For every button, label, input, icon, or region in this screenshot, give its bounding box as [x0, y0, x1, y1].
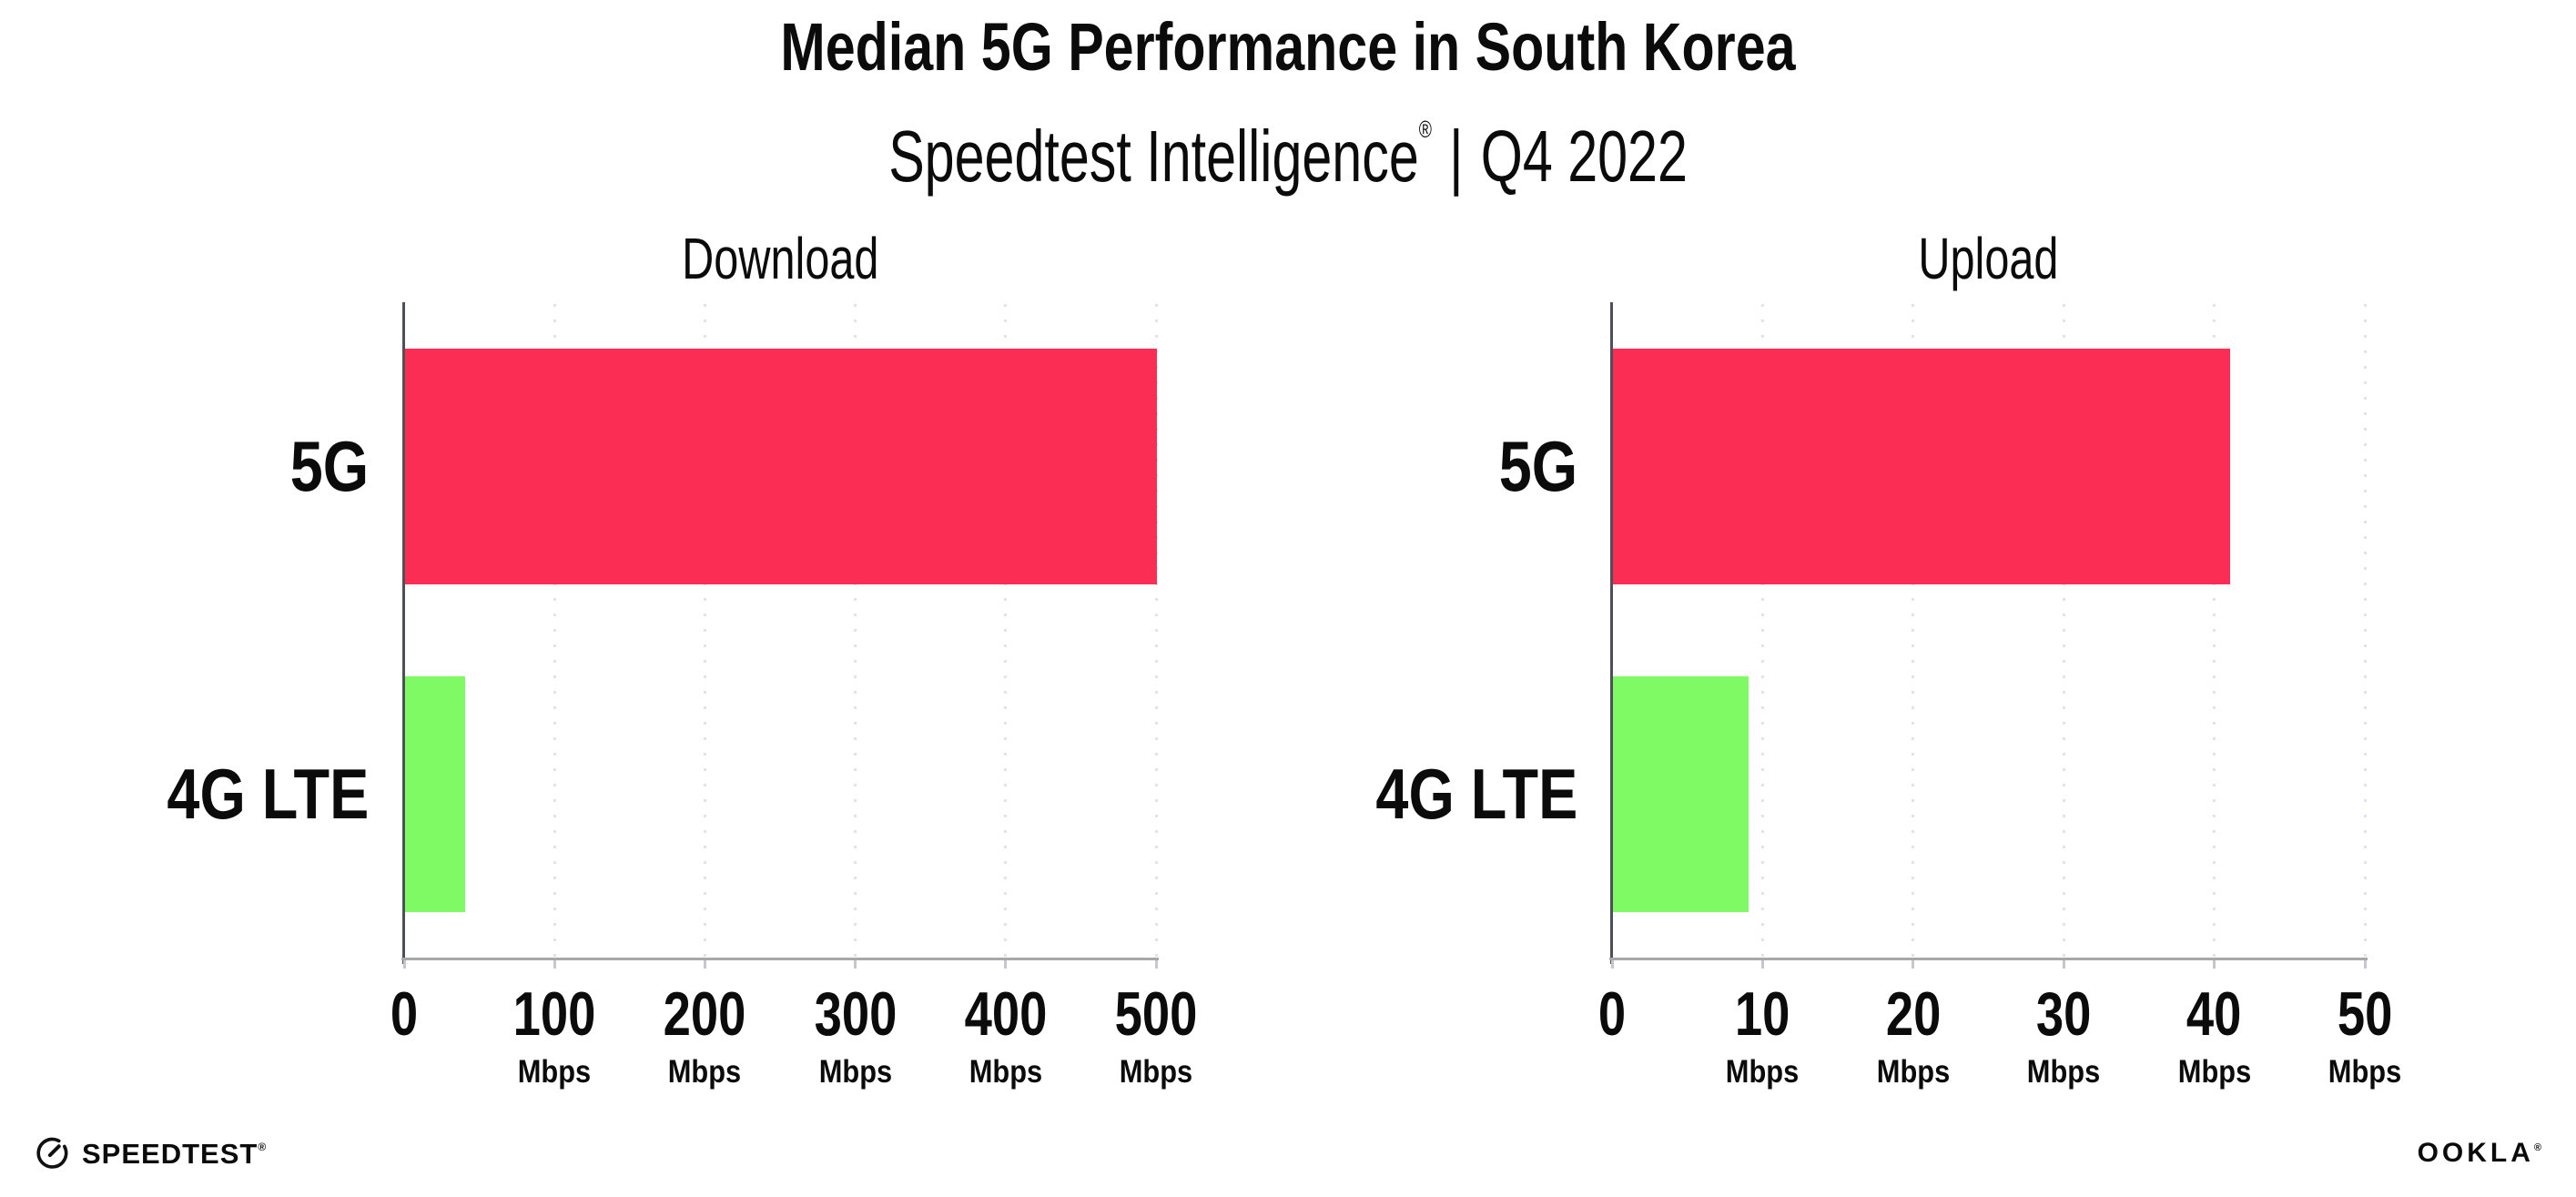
x-tick-unit: Mbps [2177, 1054, 2251, 1090]
category-label-5g: 5G [1498, 426, 1577, 506]
axis-tickmark-0 [1610, 960, 1614, 969]
x-tick-label-0: 0 [1595, 983, 1629, 1045]
x-axis-line [1609, 958, 2368, 960]
x-tick-label-10: 10 Mbps [1721, 983, 1804, 1088]
x-tick-value: 20 [1885, 979, 1942, 1049]
category-label-4g-lte: 4G LTE [1375, 754, 1577, 834]
gridline-50 [2363, 304, 2367, 958]
x-tick-label-30: 30 Mbps [2022, 983, 2104, 1088]
speedtest-logo-text: SPEEDTEST® [82, 1137, 268, 1170]
gridline-300 [854, 304, 857, 958]
axis-tickmark-40 [2213, 960, 2216, 969]
x-tick-value: 0 [390, 979, 419, 1049]
x-tick-value: 100 [512, 979, 596, 1049]
x-axis-line [401, 958, 1159, 960]
x-tick-unit: Mbps [1119, 1054, 1193, 1090]
x-tick-value: 10 [1735, 979, 1790, 1049]
axis-tickmark-0 [402, 960, 406, 969]
x-tick-value: 0 [1597, 979, 1627, 1049]
speedtest-registered-mark: ® [258, 1140, 268, 1153]
y-axis-spine [402, 302, 405, 964]
gridline-500 [1154, 304, 1158, 958]
x-tick-label-40: 40 Mbps [2173, 983, 2256, 1088]
page-title: Median 5G Performance in South Korea [0, 11, 2576, 84]
x-tick-label-0: 0 [387, 983, 421, 1045]
gridline-200 [703, 304, 706, 958]
ookla-logo-text: OOKLA [2417, 1138, 2534, 1168]
bar-5g-upload [1613, 349, 2230, 584]
x-tick-label-500: 500 Mbps [1104, 983, 1207, 1088]
axis-tickmark-20 [1912, 960, 1915, 969]
axis-tickmark-50 [2363, 960, 2367, 969]
ookla-registered-mark: ® [2533, 1142, 2541, 1153]
x-tick-unit: Mbps [2328, 1054, 2402, 1090]
download-plot-area: 0 100 Mbps 200 Mbps 300 Mbps 400 Mbps 500 Mbps [390, 302, 1197, 1088]
axis-tickmark-30 [2062, 960, 2065, 969]
category-label-5g: 5G [289, 426, 369, 506]
registered-mark: ® [1418, 116, 1432, 143]
x-tick-value: 300 [814, 979, 897, 1049]
x-tick-value: 200 [664, 979, 746, 1049]
bar-5g-download [405, 349, 1157, 584]
page-subtitle-text: Speedtest Intelligence® | Q4 2022 [888, 87, 1688, 198]
x-tick-value: 40 [2186, 979, 2242, 1049]
x-tick-value: 30 [2035, 979, 2092, 1049]
x-tick-value: 500 [1114, 979, 1198, 1049]
x-tick-value: 400 [964, 979, 1048, 1049]
upload-plot-area: 0 10 Mbps 20 Mbps 30 Mbps 40 Mbps 50 Mbps [1598, 302, 2401, 1088]
category-label-4g-lte: 4G LTE [167, 754, 369, 834]
upload-category-labels: 5G 4G LTE [1263, 302, 1577, 958]
axis-tickmark-500 [1154, 960, 1158, 969]
speedtest-gauge-icon [36, 1137, 68, 1169]
page-title-text: Median 5G Performance in South Korea [780, 9, 1796, 85]
upload-panel-title: Upload [1918, 226, 2059, 291]
subtitle-separator: | [1449, 116, 1464, 197]
x-tick-unit: Mbps [2026, 1054, 2101, 1090]
gridline-30 [2062, 304, 2065, 958]
download-category-labels: 5G 4G LTE [55, 302, 369, 958]
x-tick-unit: Mbps [818, 1054, 892, 1090]
subtitle-brand: Speedtest Intelligence [888, 116, 1419, 197]
axis-tickmark-400 [1004, 960, 1008, 969]
x-tick-unit: Mbps [1726, 1054, 1800, 1090]
y-axis-spine [1610, 302, 1613, 964]
x-tick-unit: Mbps [969, 1054, 1043, 1090]
x-tick-label-400: 400 Mbps [954, 983, 1057, 1088]
x-tick-unit: Mbps [517, 1054, 592, 1090]
page-subtitle: Speedtest Intelligence® | Q4 2022 [0, 87, 2576, 198]
x-tick-label-20: 20 Mbps [1871, 983, 1954, 1088]
x-tick-label-100: 100 Mbps [502, 983, 605, 1088]
gridline-400 [1004, 304, 1008, 958]
axis-tickmark-100 [553, 960, 556, 969]
gridline-10 [1760, 304, 1764, 958]
gridline-100 [553, 304, 556, 958]
download-panel-title: Download [681, 226, 879, 291]
x-tick-unit: Mbps [1876, 1054, 1951, 1090]
axis-tickmark-10 [1760, 960, 1764, 969]
bar-4g-lte-download [405, 676, 465, 912]
axis-tickmark-200 [703, 960, 706, 969]
subtitle-period: Q4 2022 [1480, 116, 1688, 197]
x-tick-label-50: 50 Mbps [2323, 983, 2406, 1088]
x-tick-value: 50 [2337, 979, 2393, 1049]
ookla-logo: OOKLA® [2418, 1140, 2541, 1167]
gridline-40 [2213, 304, 2216, 958]
x-tick-label-200: 200 Mbps [654, 983, 756, 1088]
bar-4g-lte-upload [1613, 676, 1749, 912]
speedtest-logo: SPEEDTEST® [33, 1134, 267, 1172]
x-tick-unit: Mbps [668, 1054, 742, 1090]
axis-tickmark-300 [854, 960, 857, 969]
gridline-20 [1912, 304, 1915, 958]
x-tick-label-300: 300 Mbps [804, 983, 907, 1088]
